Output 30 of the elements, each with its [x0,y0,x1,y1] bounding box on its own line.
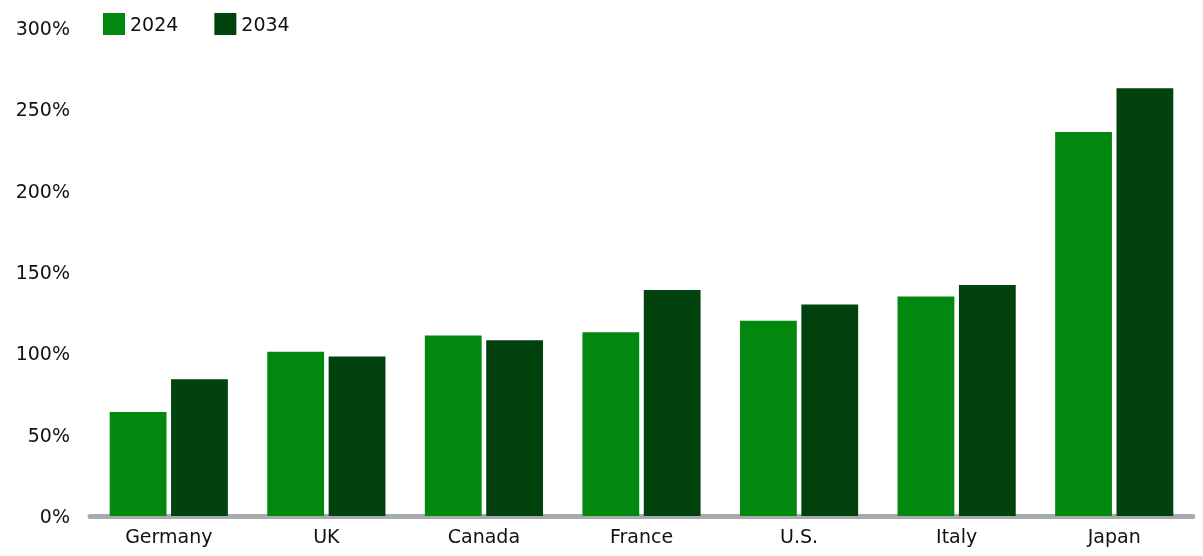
y-tick-label: 0% [39,505,70,527]
y-tick-label: 100% [15,342,70,365]
bar [643,289,701,516]
bar [109,411,167,516]
x-tick-label: France [609,524,674,547]
y-tick-label: 250% [15,98,70,121]
x-tick-label: Japan [1086,524,1141,547]
bar [1116,88,1174,516]
bar [582,332,640,516]
x-tick-label: Italy [936,524,978,547]
bar [1055,132,1112,516]
x-tick-label: U.S. [780,524,819,547]
bar [897,296,955,516]
bar [171,379,228,516]
bar [267,351,325,516]
x-tick-label: Germany [125,524,213,547]
bar [424,335,482,516]
bar [328,356,386,516]
bar [486,340,544,516]
bar [958,285,1016,516]
x-tick-label: UK [313,524,341,547]
y-tick-label: 200% [15,179,70,202]
bar [801,304,859,516]
legend-label: 2034 [241,13,290,35]
legend-label: 2024 [130,13,179,35]
y-tick-label: 150% [15,261,70,283]
y-tick-label: 300% [15,17,70,39]
bar [739,320,797,516]
y-tick-label: 50% [27,423,70,446]
x-tick-label: Canada [447,524,521,547]
